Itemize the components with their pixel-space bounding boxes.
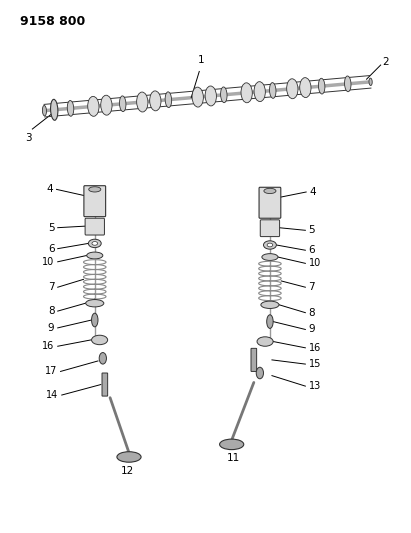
- Text: 9: 9: [48, 323, 55, 333]
- Ellipse shape: [221, 87, 227, 103]
- Ellipse shape: [270, 83, 276, 98]
- Text: 15: 15: [309, 359, 321, 369]
- Text: 14: 14: [46, 390, 58, 400]
- Text: 3: 3: [25, 133, 32, 143]
- Text: 12: 12: [120, 466, 134, 476]
- Ellipse shape: [150, 91, 161, 111]
- Ellipse shape: [219, 439, 244, 450]
- Ellipse shape: [254, 82, 266, 102]
- FancyBboxPatch shape: [102, 373, 108, 396]
- Text: 5: 5: [309, 225, 315, 235]
- Text: 10: 10: [42, 257, 55, 267]
- Text: 5: 5: [48, 223, 55, 233]
- Ellipse shape: [264, 188, 276, 193]
- Ellipse shape: [257, 337, 273, 346]
- Ellipse shape: [88, 96, 99, 116]
- Text: 1: 1: [198, 55, 205, 65]
- Text: 13: 13: [309, 381, 321, 391]
- Ellipse shape: [192, 87, 203, 107]
- Ellipse shape: [256, 367, 263, 379]
- Text: 2: 2: [382, 57, 388, 67]
- Text: 6: 6: [48, 244, 55, 254]
- Ellipse shape: [92, 335, 108, 345]
- Ellipse shape: [89, 187, 101, 192]
- Ellipse shape: [241, 83, 252, 103]
- Text: 17: 17: [45, 366, 57, 376]
- Text: 4: 4: [309, 187, 316, 197]
- Text: 9: 9: [309, 325, 315, 335]
- Ellipse shape: [136, 92, 148, 112]
- Ellipse shape: [369, 78, 372, 85]
- Text: 8: 8: [48, 306, 55, 316]
- Ellipse shape: [87, 252, 103, 259]
- FancyBboxPatch shape: [260, 220, 279, 237]
- Ellipse shape: [51, 99, 58, 120]
- Ellipse shape: [267, 315, 273, 328]
- Ellipse shape: [92, 241, 97, 245]
- Ellipse shape: [261, 301, 279, 309]
- Ellipse shape: [88, 239, 101, 248]
- Ellipse shape: [42, 106, 46, 116]
- Ellipse shape: [300, 78, 311, 98]
- Text: 11: 11: [227, 453, 240, 463]
- Text: 8: 8: [309, 308, 315, 318]
- Ellipse shape: [117, 451, 141, 462]
- Ellipse shape: [92, 313, 98, 327]
- Ellipse shape: [267, 243, 273, 247]
- FancyBboxPatch shape: [85, 218, 104, 235]
- Text: 7: 7: [309, 282, 315, 292]
- Text: 16: 16: [309, 343, 321, 353]
- Ellipse shape: [262, 254, 278, 261]
- Ellipse shape: [263, 241, 276, 249]
- Ellipse shape: [319, 78, 325, 94]
- Ellipse shape: [101, 95, 112, 115]
- Ellipse shape: [344, 76, 351, 92]
- Text: 6: 6: [309, 245, 315, 255]
- Ellipse shape: [205, 86, 217, 106]
- Text: 4: 4: [47, 184, 53, 195]
- FancyBboxPatch shape: [251, 349, 256, 372]
- Ellipse shape: [67, 101, 74, 116]
- Ellipse shape: [165, 92, 172, 108]
- Text: 7: 7: [48, 282, 55, 292]
- Text: 16: 16: [42, 341, 55, 351]
- Ellipse shape: [286, 79, 298, 99]
- Ellipse shape: [120, 96, 126, 111]
- Ellipse shape: [86, 300, 104, 307]
- FancyBboxPatch shape: [84, 185, 106, 216]
- FancyBboxPatch shape: [259, 187, 281, 218]
- Ellipse shape: [99, 352, 106, 364]
- Text: 10: 10: [309, 259, 321, 268]
- Text: 9158 800: 9158 800: [20, 15, 85, 28]
